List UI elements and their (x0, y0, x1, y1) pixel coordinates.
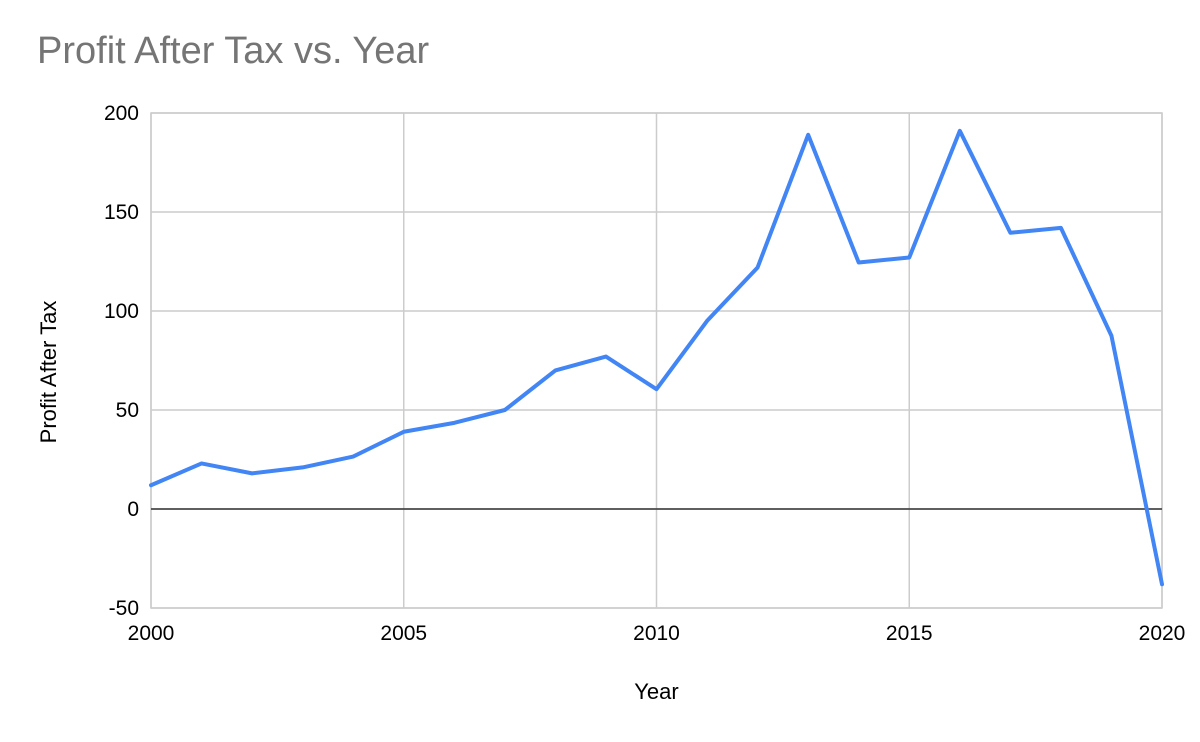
x-axis-title: Year (634, 679, 678, 704)
plot-area-frame (150, 112, 1163, 609)
y-tick-label-50: 50 (116, 399, 139, 422)
x-tick-label-2010: 2010 (633, 622, 680, 645)
x-tick-label-2015: 2015 (886, 622, 933, 645)
x-tick-label-2020: 2020 (1139, 622, 1186, 645)
y-tick-label-100: 100 (104, 300, 139, 323)
chart-title: Profit After Tax vs. Year (37, 30, 430, 72)
series-line-0 (149, 128, 1164, 587)
y-tick-label-0: 0 (127, 498, 139, 521)
vertical-gridlines (150, 113, 1163, 608)
series-layer (149, 128, 1164, 587)
y-tick-label-150: 150 (104, 201, 139, 224)
x-tick-label-2005: 2005 (380, 622, 427, 645)
x-tick-label-2000: 2000 (128, 622, 175, 645)
y-tick-label--50: -50 (109, 597, 139, 620)
x-tick-labels: 2000 2005 2010 2015 2020 (128, 622, 1186, 645)
y-axis-title: Profit After Tax (36, 301, 61, 444)
y-tick-labels: -50 0 50 100 150 200 (104, 102, 139, 620)
y-tick-label-200: 200 (104, 102, 139, 125)
